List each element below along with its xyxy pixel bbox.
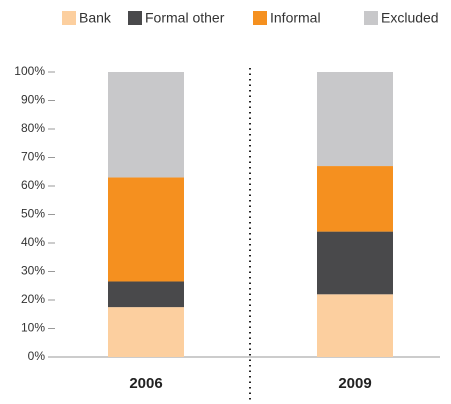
x-tick-label: 2009 (338, 375, 371, 392)
bar-segment (108, 72, 184, 178)
x-tick-label: 2006 (129, 375, 162, 392)
legend-swatch (364, 11, 378, 25)
y-tick-label: 60% (21, 178, 45, 192)
y-tick-label: 80% (21, 121, 45, 135)
legend-label: Bank (79, 10, 112, 26)
legend-swatch (253, 11, 267, 25)
bar-segment (317, 166, 393, 232)
y-tick-label: 70% (21, 150, 45, 164)
bar-segment (108, 307, 184, 357)
bar-segment (317, 294, 393, 357)
y-tick-label: 90% (21, 93, 45, 107)
bar-segment (108, 281, 184, 308)
y-tick-label: 10% (21, 321, 45, 335)
y-tick-label: 20% (21, 292, 45, 306)
legend-label: Informal (270, 10, 321, 26)
y-tick-label: 0% (28, 349, 46, 363)
bar-segment (317, 231, 393, 295)
y-tick-label: 40% (21, 235, 45, 249)
legend-swatch (128, 11, 142, 25)
y-tick-label: 50% (21, 207, 45, 221)
bar-segment (108, 177, 184, 282)
bar-segment (317, 72, 393, 167)
legend-label: Excluded (381, 10, 439, 26)
y-tick-label: 100% (14, 64, 45, 78)
legend-label: Formal other (145, 10, 225, 26)
legend-swatch (62, 11, 76, 25)
y-tick-label: 30% (21, 264, 45, 278)
